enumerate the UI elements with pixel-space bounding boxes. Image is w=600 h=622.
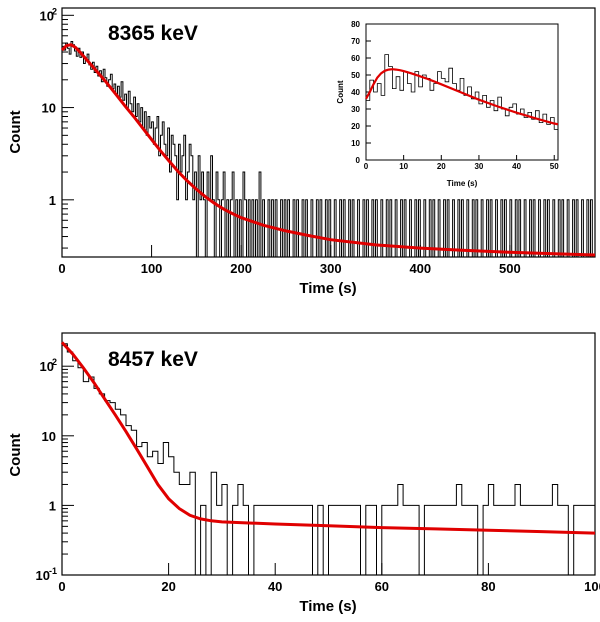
inset-x-tick-label: 20 bbox=[437, 162, 446, 171]
top-energy-label: 8365 keV bbox=[108, 22, 198, 45]
top-histogram bbox=[62, 41, 595, 258]
inset-x-tick-label: 30 bbox=[474, 162, 483, 171]
bottom-y-tick-exponent: 2 bbox=[52, 357, 57, 367]
inset-y-tick-label: 60 bbox=[351, 54, 360, 63]
top-x-tick-label: 500 bbox=[499, 261, 521, 276]
bottom-x-tick-label: 20 bbox=[161, 579, 175, 594]
inset-fit-curve bbox=[365, 68, 559, 126]
inset-y-tick-label: 10 bbox=[351, 139, 360, 148]
top-y-tick-label: 10 bbox=[42, 101, 56, 116]
inset-y-tick-label: 0 bbox=[356, 156, 361, 165]
bottom-y-tick-label: 10 bbox=[42, 429, 56, 444]
inset-x-tick-label: 10 bbox=[399, 162, 408, 171]
top-y-tick-exponent: 2 bbox=[52, 6, 57, 16]
top-fit-curve bbox=[60, 43, 596, 257]
bottom-y-tick-label: 10 bbox=[36, 568, 50, 583]
inset-y-tick-label: 50 bbox=[351, 71, 360, 80]
bottom-x-axis-title: Time (s) bbox=[299, 598, 356, 615]
inset-y-ticks: 0 10 20 30 40 50 60 70 80 bbox=[351, 20, 371, 165]
bottom-y-tick-exponent: -1 bbox=[49, 566, 57, 576]
inset-x-tick-label: 0 bbox=[364, 162, 369, 171]
inset-y-tick-label: 40 bbox=[351, 88, 360, 97]
top-x-tick-label: 0 bbox=[58, 261, 65, 276]
top-y-tick-label: 1 bbox=[49, 193, 56, 208]
top-x-tick-label: 400 bbox=[409, 261, 431, 276]
bottom-x-tick-label: 40 bbox=[268, 579, 282, 594]
bottom-x-tick-label: 60 bbox=[375, 579, 389, 594]
bottom-x-tick-label: 0 bbox=[58, 579, 65, 594]
top-x-tick-label: 100 bbox=[141, 261, 163, 276]
inset-x-ticks: 0 10 20 30 40 50 bbox=[364, 155, 559, 171]
top-x-tick-label: 200 bbox=[230, 261, 252, 276]
bottom-x-tick-label: 100 bbox=[584, 579, 600, 594]
bottom-y-tick-label: 1 bbox=[49, 498, 56, 513]
inset-y-tick-label: 70 bbox=[351, 37, 360, 46]
bottom-y-tick-label: 10 bbox=[40, 359, 54, 374]
inset-x-tick-label: 50 bbox=[550, 162, 559, 171]
top-y-tick-label: 10 bbox=[40, 8, 54, 23]
bottom-y-axis-title: Count bbox=[7, 433, 24, 476]
inset-x-axis-title: Time (s) bbox=[447, 179, 478, 188]
bottom-energy-label: 8457 keV bbox=[108, 348, 198, 371]
inset-y-tick-label: 80 bbox=[351, 20, 360, 29]
inset-y-axis-title: Count bbox=[336, 80, 345, 103]
inset-x-tick-label: 40 bbox=[512, 162, 521, 171]
bottom-histogram bbox=[62, 343, 595, 576]
inset-y-tick-label: 30 bbox=[351, 105, 360, 114]
bottom-x-ticks: 0 20 40 60 80 100 bbox=[58, 563, 600, 594]
top-y-axis-title: Count bbox=[7, 110, 24, 153]
inset-histogram bbox=[366, 54, 558, 130]
bottom-fit-curve bbox=[60, 341, 596, 535]
inset-panel: 0 10 20 30 40 50 0 10 20 30 40 50 60 70 80 Time (s) C… bbox=[336, 20, 559, 188]
inset-y-tick-label: 20 bbox=[351, 122, 360, 131]
top-x-axis-title: Time (s) bbox=[299, 280, 356, 297]
top-x-tick-label: 300 bbox=[320, 261, 342, 276]
bottom-x-tick-label: 80 bbox=[481, 579, 495, 594]
